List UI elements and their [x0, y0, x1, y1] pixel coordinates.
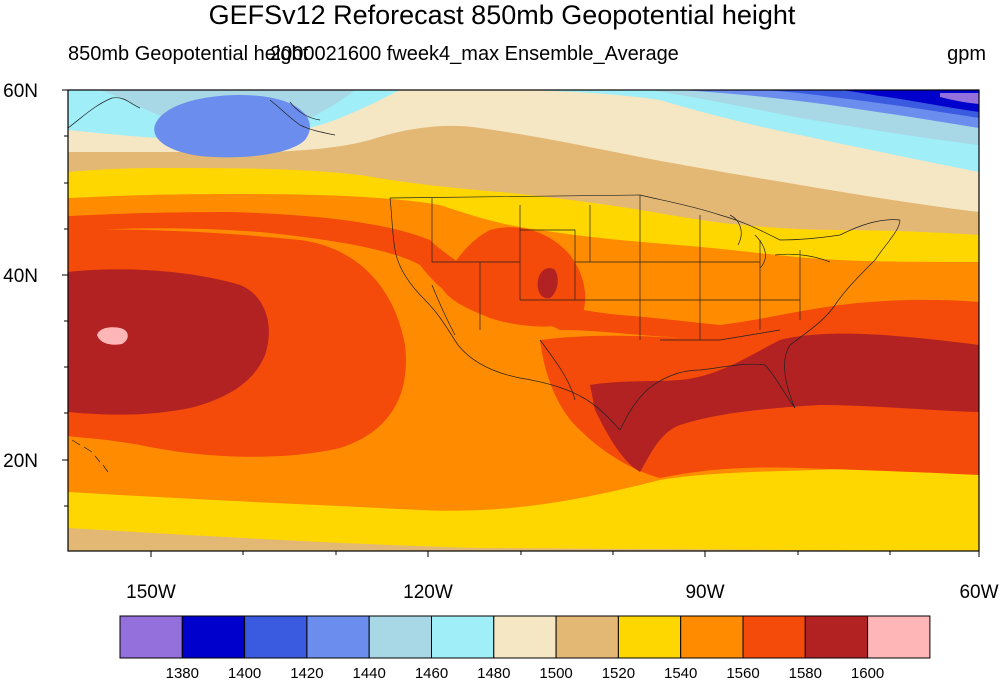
colorbar-label: 1420 [290, 665, 323, 682]
variable-name: 850mb Geopotential height [68, 43, 309, 65]
colorbar-swatch [119, 615, 183, 659]
contour-field [68, 90, 979, 551]
colorbar-label: 1560 [726, 665, 759, 682]
colorbar-swatch [617, 615, 682, 659]
colorbar-label: 1380 [166, 665, 199, 682]
lat-ticks [62, 89, 68, 507]
colorbar-swatch [181, 615, 246, 659]
plot-title: GEFSv12 Reforecast 850mb Geopotential he… [208, 0, 796, 30]
band-1560-sw [440, 227, 586, 327]
colorbar-label: 1540 [664, 665, 697, 682]
band-1580-gulf [590, 333, 979, 472]
colorbar-swatch [742, 615, 806, 659]
colorbar-label: 1600 [851, 665, 884, 682]
colorbar-swatch [368, 615, 433, 659]
band-1520-south [68, 465, 979, 551]
band-1580-sw [537, 268, 558, 299]
colorbar-label: 1440 [353, 665, 386, 682]
colorbar-swatch [306, 615, 370, 659]
lon-label-120w: 120W [403, 582, 453, 603]
band-1580-pacific [68, 269, 269, 415]
band-1360-ne [940, 93, 979, 104]
lat-label-40n: 40N [3, 266, 38, 287]
band-1600-pacific [97, 327, 128, 345]
colorbar-label: 1480 [477, 665, 510, 682]
colorbar-swatch [804, 615, 869, 659]
colorbar-swatch [493, 615, 557, 659]
colorbar-label: 1400 [228, 665, 261, 682]
lon-label-90w: 90W [685, 582, 724, 603]
colorbar-label: 1580 [789, 665, 822, 682]
lat-label-20n: 20N [3, 451, 38, 472]
colorbar-swatch [555, 615, 619, 659]
colorbar-label: 1460 [415, 665, 448, 682]
colorbar-swatch [244, 615, 308, 659]
lon-label-60w: 60W [959, 582, 998, 603]
band-1500-south [68, 528, 979, 551]
boundary-lines [68, 97, 901, 473]
colorbar: 1380 1400 1420 1440 1460 1480 1500 1520 1540 1560… [119, 615, 931, 682]
band-1440-north [100, 90, 979, 145]
colorbar-label: 1520 [602, 665, 635, 682]
run-info: 2000021600 fweek4_max Ensemble_Average [270, 43, 679, 65]
lon-ticks [150, 551, 980, 557]
colorbar-swatch [680, 615, 744, 659]
colorbar-swatch [867, 615, 931, 659]
lat-label-60n: 60N [3, 81, 38, 102]
units-label: gpm [947, 43, 986, 65]
colorbar-swatch [431, 615, 495, 659]
colorbar-label: 1500 [539, 665, 572, 682]
lon-label-150w: 150W [126, 582, 176, 603]
